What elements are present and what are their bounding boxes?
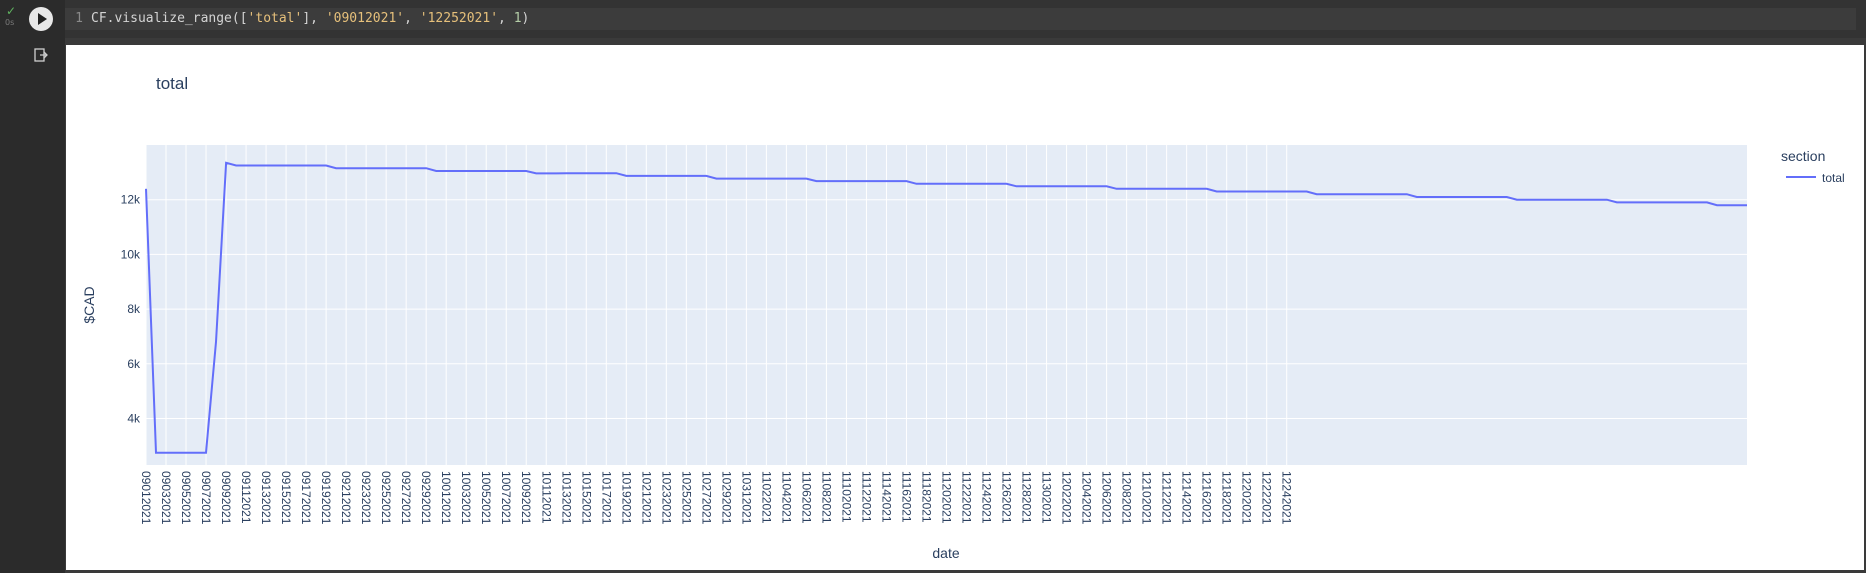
run-cell-button[interactable] [29,7,53,31]
x-tick-label: 10092021 [519,471,533,525]
code-token: ], [302,11,326,26]
cell-gutter [0,0,65,573]
x-tick-label: 12102021 [1140,471,1154,525]
x-tick-label: 12202021 [1240,471,1254,525]
code-line[interactable]: CF.visualize_range(['total'], '09012021'… [91,11,529,26]
x-tick-label: 09112021 [239,471,253,524]
x-tick-label: 11142021 [879,471,893,523]
x-tick-label: 10192021 [619,471,633,525]
x-tick-label: 09012021 [139,471,153,525]
x-tick-label: 11022021 [759,471,773,524]
x-tick-label: 12182021 [1220,471,1234,525]
x-tick-label: 11162021 [899,471,913,523]
x-axis-ticks: 09012021 09032021 09052021 09072021 09092021… [139,471,1294,525]
x-tick-label: 09052021 [179,471,193,525]
x-tick-label: 09232021 [359,471,373,525]
code-token: 'total' [247,11,303,26]
y-axis-ticks: 4k 6k 8k 10k 12k [121,193,141,426]
x-tick-label: 09032021 [159,471,173,525]
x-tick-label: 11202021 [940,471,954,524]
x-tick-label: 11262021 [1000,471,1014,524]
x-tick-label: 10012021 [439,471,453,525]
x-tick-label: 09252021 [379,471,393,525]
code-token: '09012021' [325,11,405,26]
y-tick-label: 12k [121,193,141,207]
code-token: 1 [513,11,522,26]
x-tick-label: 12082021 [1120,471,1134,525]
x-tick-label: 12042021 [1080,471,1094,525]
x-tick-label: 12062021 [1100,471,1114,525]
x-tick-label: 12142021 [1180,471,1194,525]
check-icon: ✓ [6,4,17,18]
code-editor[interactable]: 1 CF.visualize_range(['total'], '09012021… [65,8,1856,30]
y-tick-label: 6k [127,357,141,371]
series-line-total[interactable] [145,161,1747,454]
y-tick-label: 8k [127,302,141,316]
line-number: 1 [75,11,83,26]
x-axis-title: date [932,545,959,561]
x-tick-label: 11182021 [919,471,933,523]
x-tick-label: 10232021 [659,471,673,525]
x-tick-label: 12162021 [1200,471,1214,525]
x-tick-label: 12242021 [1280,471,1294,525]
x-tick-label: 10052021 [479,471,493,525]
code-token: CF.visualize_range([ [91,11,248,26]
x-tick-label: 09132021 [259,471,273,525]
y-tick-label: 10k [121,247,141,261]
x-tick-label: 10252021 [679,471,693,525]
execution-status: 0s [5,18,15,27]
x-tick-label: 12122021 [1160,471,1174,525]
legend-item-total[interactable]: total [1822,171,1845,185]
x-tick-label: 11242021 [980,471,994,524]
x-tick-label: 11302021 [1040,471,1054,524]
x-tick-label: 10072021 [499,471,513,525]
x-tick-label: 10292021 [719,471,733,525]
y-axis-title: $CAD [81,286,97,323]
x-tick-label: 11082021 [819,471,833,524]
output-exit-icon[interactable] [34,48,48,62]
x-tick-label: 10112021 [539,471,553,524]
x-tick-label: 10312021 [739,471,753,525]
x-tick-label: 12222021 [1260,471,1274,525]
x-tick-label: 11042021 [779,471,793,524]
x-tick-label: 09192021 [319,471,333,525]
x-tick-label: 10272021 [699,471,713,525]
code-token: '12252021' [419,11,499,26]
code-token: ) [521,11,530,26]
legend-title: section [1781,148,1825,164]
x-tick-label: 09152021 [279,471,293,525]
x-tick-label: 10132021 [559,471,573,525]
x-tick-label: 09272021 [399,471,413,525]
cell-output: total 4k 6k 8k 10k 12k 09012021 09032021 09052… [66,45,1864,570]
x-tick-label: 09172021 [299,471,313,525]
x-tick-label: 10172021 [599,471,613,525]
x-tick-label: 12022021 [1060,471,1074,525]
code-token: , [404,11,420,26]
x-tick-label: 11222021 [960,471,974,524]
line-chart: total 4k 6k 8k 10k 12k 09012021 09032021 09052… [81,74,1845,561]
x-tick-label: 11122021 [859,471,873,523]
x-tick-label: 10152021 [579,471,593,525]
x-tick-label: 09212021 [339,471,353,525]
x-tick-label: 11062021 [799,471,813,524]
x-tick-label: 09092021 [219,471,233,525]
x-tick-label: 09292021 [419,471,433,525]
x-tick-label: 10032021 [459,471,473,525]
y-tick-label: 4k [127,412,141,426]
x-tick-label: 09072021 [199,471,213,525]
x-tick-label: 11282021 [1020,471,1034,524]
chart-title: total [156,74,188,93]
x-tick-label: 10212021 [639,471,653,525]
code-token: , [498,11,514,26]
x-tick-label: 11102021 [839,471,853,523]
